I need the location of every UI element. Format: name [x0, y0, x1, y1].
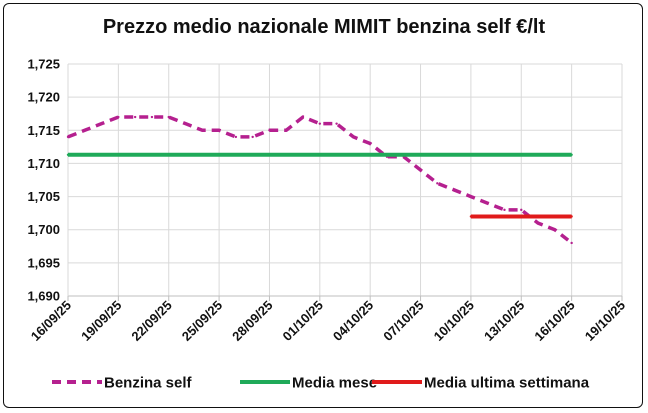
y-tick-label: 1,705: [27, 189, 60, 204]
data-point: [553, 228, 557, 231]
data-point: [452, 188, 456, 192]
y-tick-label: 1,710: [27, 156, 60, 171]
data-point: [570, 215, 573, 218]
data-point: [368, 142, 372, 145]
data-point: [570, 241, 573, 245]
x-tick-label: 19/10/25: [582, 298, 628, 344]
x-tick-label: 25/09/25: [179, 298, 225, 344]
data-point: [167, 115, 170, 119]
data-point: [83, 129, 86, 132]
data-point: [503, 208, 506, 212]
data-point: [318, 122, 322, 125]
chart-title: Prezzo medio nazionale MIMIT benzina sel…: [102, 16, 546, 38]
data-point: [234, 135, 238, 139]
data-point: [100, 122, 103, 125]
data-point: [150, 115, 154, 119]
x-tick-label: 28/09/25: [229, 298, 275, 344]
data-point: [201, 129, 204, 132]
legend-label: Media ultima settimana: [424, 375, 590, 392]
data-point: [352, 135, 355, 139]
x-tick-label: 19/09/25: [78, 298, 124, 344]
data-point: [66, 153, 70, 157]
x-tick-label: 22/09/25: [128, 298, 174, 344]
data-point: [268, 129, 271, 132]
x-tick-label: 16/09/25: [28, 298, 74, 344]
data-point: [335, 122, 338, 125]
data-point: [133, 115, 137, 119]
x-tick-label: 01/10/25: [280, 298, 326, 344]
data-point: [469, 215, 473, 218]
data-point: [184, 122, 187, 125]
data-point: [436, 182, 439, 185]
legend-label: Benzina self: [104, 375, 193, 392]
x-tick-label: 04/10/25: [330, 298, 376, 344]
x-tick-label: 07/10/25: [380, 298, 426, 344]
data-point: [66, 135, 70, 139]
data-point: [419, 168, 422, 172]
y-tick-label: 1,720: [27, 90, 60, 105]
y-tick-label: 1,695: [27, 255, 60, 270]
data-point: [117, 115, 120, 119]
y-tick-label: 1,690: [27, 289, 60, 304]
x-tick-label: 16/10/25: [531, 298, 577, 344]
data-point: [251, 135, 254, 139]
data-point: [536, 221, 540, 225]
x-tick-label: 13/10/25: [481, 298, 527, 344]
data-point: [285, 129, 288, 132]
data-point: [469, 195, 473, 198]
chart-frame: [3, 3, 643, 408]
data-point: [217, 129, 221, 132]
data-point: [301, 115, 305, 119]
legend-label: Media mese: [292, 375, 377, 392]
data-point: [520, 208, 523, 212]
data-point: [570, 153, 573, 157]
y-tick-label: 1,725: [27, 57, 60, 72]
data-point: [486, 202, 489, 205]
x-tick-label: 10/10/25: [431, 298, 477, 344]
y-tick-label: 1,715: [27, 123, 60, 138]
y-tick-label: 1,700: [27, 222, 60, 237]
